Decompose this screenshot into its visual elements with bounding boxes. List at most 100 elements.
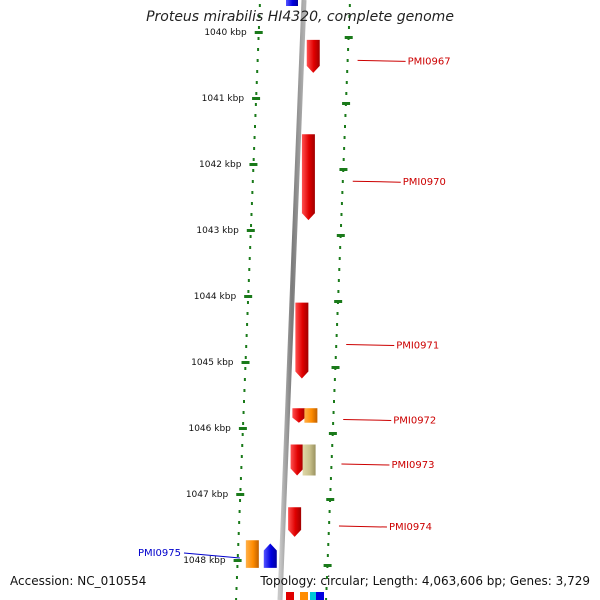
inner-tick-dot <box>241 444 244 447</box>
outer-tick-dot <box>336 323 339 326</box>
gene-label: PMI0974 <box>389 522 432 533</box>
outer-tick-dot <box>337 279 340 282</box>
gene-fragment-bottom <box>300 592 308 600</box>
inner-tick-dot <box>246 301 249 304</box>
inner-tick-dot <box>242 411 245 414</box>
axis-tick-outer <box>344 36 353 39</box>
gene-label: PMI0971 <box>396 341 439 352</box>
gene-label: PMI0973 <box>391 460 434 471</box>
axis-tick-label: 1044 kbp <box>194 292 237 302</box>
inner-tick-dot <box>236 565 239 568</box>
gene-label-leader <box>343 418 392 421</box>
axis-tick-outer <box>326 498 335 501</box>
gene-arrow <box>292 408 306 423</box>
inner-tick-dot <box>245 345 248 348</box>
inner-tick-dot <box>239 488 242 491</box>
outer-tick-dot <box>331 444 334 447</box>
outer-tick-dot <box>333 389 336 392</box>
axis-tick <box>238 427 247 430</box>
outer-tick-dot <box>342 158 345 161</box>
axis-tick-label: 1045 kbp <box>191 358 234 368</box>
inner-tick-dot <box>244 367 247 370</box>
axis-tick <box>236 493 245 496</box>
topology-text: Topology: circular; Length: 4,063,606 bp… <box>260 574 590 588</box>
accession-text: Accession: NC_010554 <box>10 574 147 588</box>
gene-label: PMI0967 <box>408 56 451 67</box>
outer-tick-dot <box>325 598 328 600</box>
inner-tick-dot <box>247 290 250 293</box>
inner-tick-dot <box>235 587 238 590</box>
axis-tick-layer: 1040 kbp 1041 kbp 1042 kbp 1043 kbp 1044 kbp… <box>183 28 353 567</box>
gene-label: PMI0972 <box>393 415 436 426</box>
outer-tick-dot <box>340 213 343 216</box>
gene-label: PMI0975 <box>138 548 181 559</box>
gene-label-leader <box>357 59 406 62</box>
outer-tick-dot <box>345 81 348 84</box>
gene-fragment-bottom <box>286 592 294 600</box>
axis-tick-label: 1047 kbp <box>186 490 229 500</box>
outer-tick-dot <box>343 136 346 139</box>
axis-tick <box>254 31 263 34</box>
inner-tick-dot <box>238 521 241 524</box>
outer-tick-dot <box>338 268 341 271</box>
inner-tick-dot <box>253 147 256 150</box>
outer-tick-dot <box>327 543 330 546</box>
map-title: Proteus mirabilis HI4320, complete genom… <box>146 9 454 25</box>
genome-backbone <box>277 0 307 600</box>
inner-tick-dot <box>249 246 252 249</box>
inner-tick-dot <box>254 114 257 117</box>
inner-tick-dot <box>251 191 254 194</box>
outer-tick-dot <box>328 510 331 513</box>
inner-tick-dot <box>254 103 257 106</box>
gene-fragment-bottom <box>316 592 324 600</box>
axis-tick-outer <box>331 366 340 369</box>
axis-tick-outer <box>342 102 351 105</box>
inner-tick-dot <box>243 389 246 392</box>
gene-arrow <box>245 540 259 568</box>
inner-tick-dot <box>246 312 249 315</box>
axis-tick-outer <box>339 168 348 171</box>
gene-arrow <box>306 39 320 73</box>
outer-tick-dot <box>341 191 344 194</box>
outer-tick-dot <box>334 356 337 359</box>
inner-tick-dot <box>257 37 260 40</box>
inner-tick-dot <box>252 158 255 161</box>
outer-tick-dot <box>340 224 343 227</box>
outer-tick-dot <box>346 70 349 73</box>
tick-ring-layer <box>235 4 351 600</box>
gene-label: PMI0970 <box>403 177 446 188</box>
inner-tick-dot <box>235 598 238 600</box>
inner-tick-dot <box>254 125 256 128</box>
inner-tick-dot <box>238 510 241 513</box>
axis-tick-outer <box>323 564 332 567</box>
inner-tick-dot <box>255 92 258 95</box>
inner-tick-dot <box>237 532 240 535</box>
axis-tick-label: 1041 kbp <box>202 94 245 104</box>
inner-tick-dot <box>236 554 239 557</box>
inner-tick-dot <box>251 180 254 183</box>
outer-tick-dot <box>348 4 351 7</box>
outer-tick-dot <box>333 378 336 381</box>
gene-label-leader <box>341 463 390 466</box>
outer-tick-dot <box>335 334 338 337</box>
axis-tick <box>241 361 250 364</box>
inner-tick-dot <box>258 15 261 18</box>
outer-tick-dot <box>328 521 331 524</box>
inner-tick-dot <box>257 26 260 29</box>
outer-tick-dot <box>348 15 351 18</box>
inner-tick-dot <box>235 576 238 579</box>
axis-tick <box>233 559 242 562</box>
axis-tick-label: 1043 kbp <box>196 226 239 236</box>
axis-tick-label: 1046 kbp <box>188 424 231 434</box>
outer-tick-dot <box>325 576 328 579</box>
axis-tick-label: 1040 kbp <box>204 28 247 38</box>
inner-tick-dot <box>243 378 246 381</box>
outer-tick-dot <box>330 455 333 458</box>
outer-tick-dot <box>341 180 344 183</box>
gene-label-leader <box>346 344 395 347</box>
axis-tick <box>244 295 253 298</box>
axis-tick <box>246 229 255 232</box>
outer-tick-dot <box>327 532 330 535</box>
inner-tick-dot <box>244 356 247 359</box>
inner-tick-dot <box>257 48 260 51</box>
